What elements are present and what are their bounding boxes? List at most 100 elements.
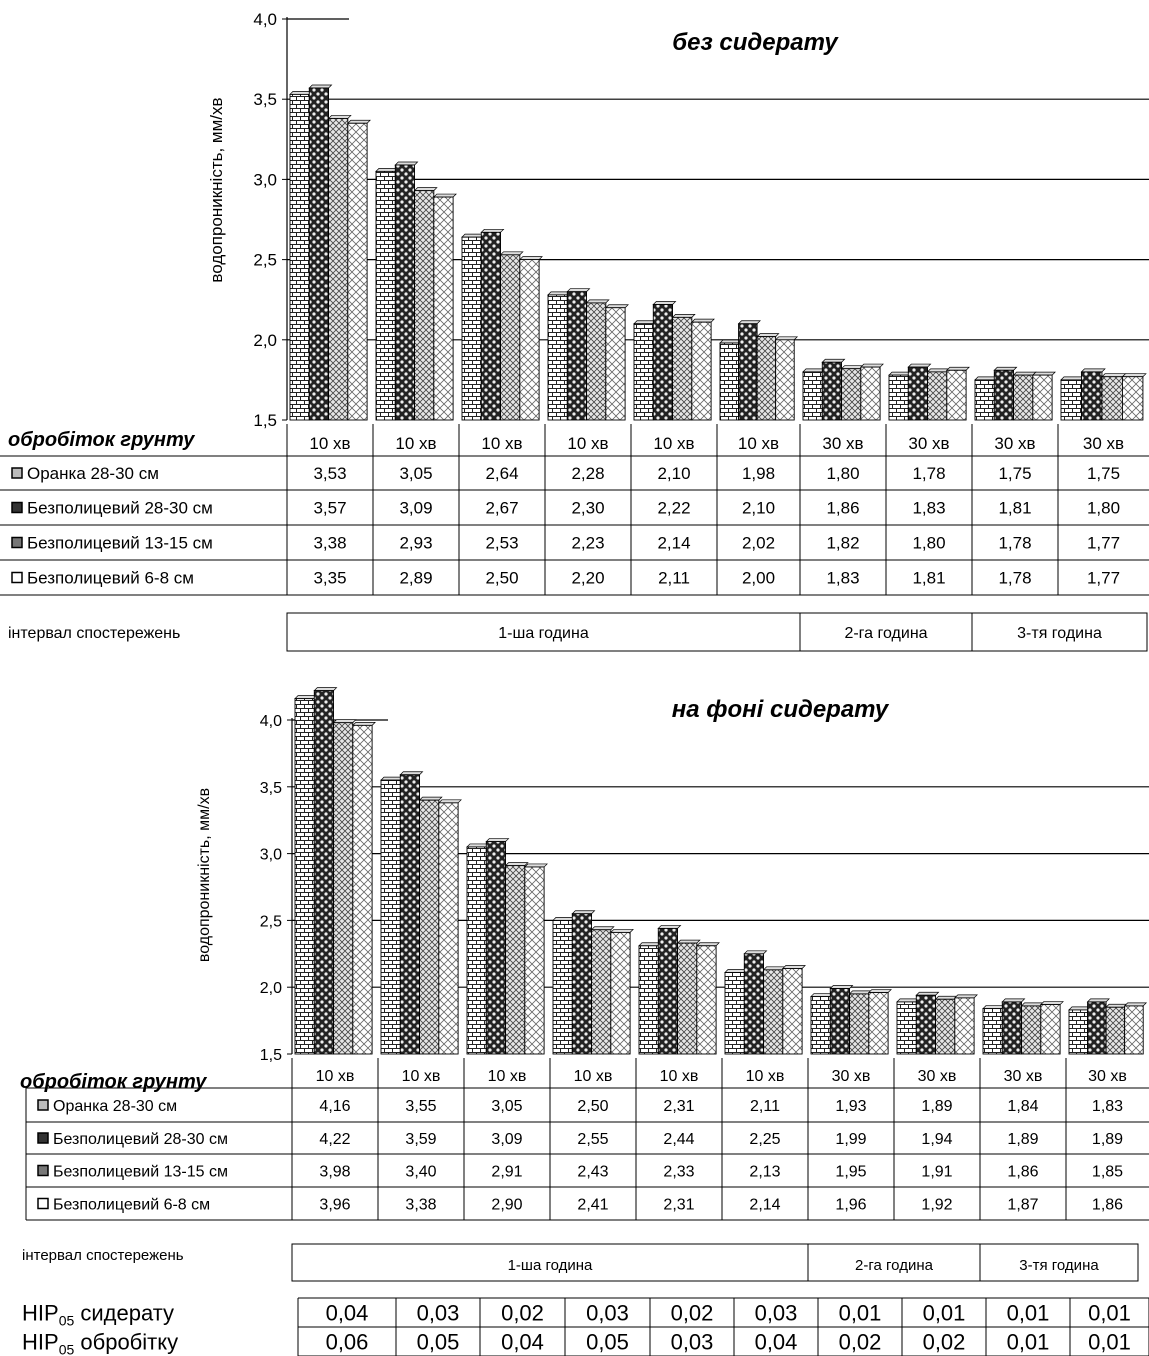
nir-value: 0,03 (755, 1301, 798, 1326)
nir-value: 0,06 (326, 1330, 369, 1355)
bar-top (915, 991, 940, 996)
interval-box (971, 612, 1148, 652)
data-label: 2,14 (657, 534, 690, 553)
data-label: 2,23 (571, 534, 604, 553)
nir-table: НІР05 сидерату 0,04 0,03 0,02 0,03 0,02 0,03 0,… (22, 1297, 1149, 1356)
bar-top (907, 363, 932, 368)
data-label: 1,86 (1007, 1164, 1038, 1181)
data-label: 4,22 (319, 1131, 350, 1148)
legend-swatch (11, 467, 23, 479)
bar-3-8 (935, 998, 956, 1055)
bar-top (480, 228, 505, 233)
data-label: 2,91 (491, 1164, 522, 1181)
legend-swatch (11, 501, 23, 514)
bar-2-1 (308, 87, 330, 421)
category-label: 10 хв (660, 1068, 699, 1085)
nir-value: 0,05 (586, 1330, 629, 1355)
chart-panel-1: 1,5 2,0 2,5 3,0 3,5 4,0 водопроникність, мм/хв… (0, 10, 1149, 652)
bar-3-5 (672, 316, 693, 421)
y-tick-label: 3,0 (253, 170, 277, 189)
bar-3-5 (677, 942, 698, 1055)
bar-1-3 (466, 846, 487, 1055)
data-label: 1,96 (835, 1197, 866, 1214)
bar-4-7 (868, 992, 889, 1055)
bar-3-10 (1101, 376, 1123, 421)
category-label: 30 хв (1004, 1068, 1043, 1085)
category-label: 10 хв (488, 1068, 527, 1085)
bar-top (399, 771, 424, 776)
data-label: 3,40 (405, 1164, 436, 1181)
bar-top (1121, 373, 1147, 378)
data-label: 1,98 (742, 464, 775, 483)
interval-box (979, 1243, 1139, 1282)
bar-2-5 (652, 304, 674, 421)
data-label: 1,84 (1007, 1098, 1038, 1115)
category-label: 10 хв (402, 1068, 441, 1085)
bar-4-6 (775, 339, 795, 421)
data-label: 1,86 (826, 499, 859, 518)
bar-3-9 (1013, 374, 1034, 421)
nir-value: 0,01 (839, 1301, 882, 1326)
data-label: 1,78 (998, 569, 1031, 588)
bar-3-4 (591, 929, 612, 1055)
category-label: 10 хв (481, 434, 522, 453)
category-label: 30 хв (908, 434, 949, 453)
data-label: 3,57 (313, 499, 346, 518)
legend-label: Безполицевий 28-30 см (27, 499, 213, 518)
data-label: 1,78 (998, 534, 1031, 553)
y-tick-label: 3,5 (253, 90, 277, 109)
data-label: 2,11 (658, 569, 690, 588)
data-label: 1,89 (1092, 1131, 1123, 1148)
interval-title: інтервал спостережень (8, 625, 180, 642)
y-tick-label: 2,5 (260, 913, 282, 930)
legend-label: Безполицевий 13-15 см (27, 534, 213, 553)
bar-3-2 (419, 799, 440, 1055)
chart-panel-2: 1,5 2,0 2,5 3,0 3,5 4,0 водопроникність, мм/хв… (20, 687, 1149, 1282)
data-label: 1,82 (826, 534, 859, 553)
bar-top (566, 288, 591, 293)
bar-top (523, 863, 548, 868)
bar-top (756, 333, 780, 337)
bar-2-2 (399, 774, 421, 1055)
y-tick-label: 2,0 (260, 980, 282, 997)
bar-top (332, 719, 357, 724)
bar-3-6 (756, 336, 777, 421)
data-label: 2,28 (571, 464, 604, 483)
data-label: 1,93 (835, 1098, 866, 1115)
bar-1-6 (724, 972, 745, 1055)
data-label: 3,38 (313, 534, 346, 553)
bar-4-4 (610, 931, 631, 1055)
data-label: 2,02 (742, 534, 775, 553)
data-label: 2,10 (657, 464, 690, 483)
bar-4-9 (1032, 374, 1053, 421)
nir-value: 0,03 (417, 1301, 460, 1326)
bar-1-4 (547, 294, 568, 421)
nir-value: 0,01 (1007, 1330, 1050, 1355)
bar-top (346, 119, 371, 124)
legend-swatch (37, 1132, 49, 1144)
bar-top (351, 721, 376, 726)
bar-top (781, 965, 806, 969)
table-header: обробіток грунту (8, 429, 195, 451)
nir-value: 0,02 (923, 1330, 966, 1355)
legend-swatch (37, 1164, 49, 1177)
data-label: 3,59 (405, 1131, 436, 1148)
data-label: 1,87 (1007, 1197, 1038, 1214)
bar-1-7 (810, 996, 831, 1055)
data-label: 2,67 (485, 499, 518, 518)
bar-1-3 (461, 236, 482, 421)
bar-top (590, 926, 615, 931)
data-label: 1,86 (1092, 1197, 1123, 1214)
bar-4-7 (860, 366, 881, 421)
bar-4-2 (438, 802, 459, 1055)
category-label: 10 хв (746, 1068, 785, 1085)
bar-2-10 (1087, 1001, 1107, 1055)
category-label: 30 хв (1088, 1068, 1127, 1085)
bar-top (774, 336, 799, 341)
category-label: 10 хв (316, 1068, 355, 1085)
data-label: 2,53 (485, 534, 518, 553)
data-label: 2,25 (749, 1131, 780, 1148)
bar-4-10 (1121, 376, 1144, 421)
data-label: 2,13 (749, 1164, 780, 1181)
y-axis-title: водопроникність, мм/хв (207, 97, 226, 282)
